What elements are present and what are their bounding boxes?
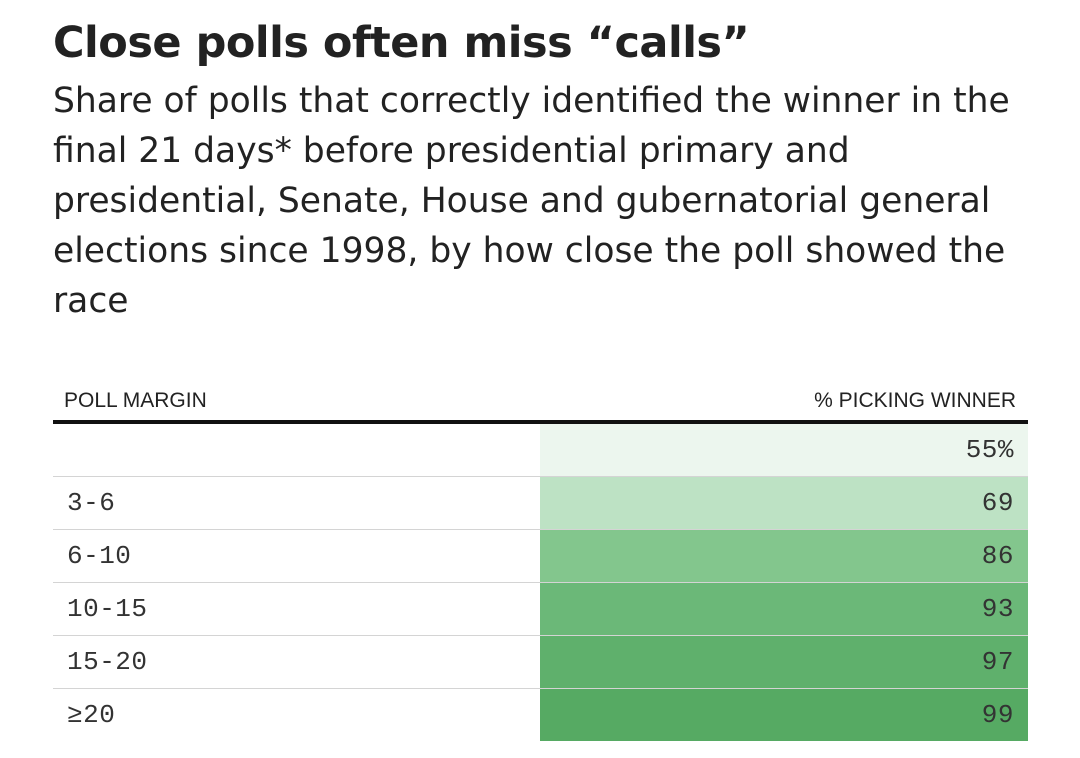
percent-picking-winner-cell: 97 xyxy=(540,636,1028,688)
table-row: 3-6 69 xyxy=(53,477,1028,530)
percent-picking-winner-cell: 69 xyxy=(540,477,1028,529)
poll-margin-cell: 10-15 xyxy=(67,594,148,624)
poll-margin-cell: ≥20 xyxy=(67,700,116,730)
table-row: 55% xyxy=(53,424,1028,477)
poll-margin-cell: 6-10 xyxy=(67,541,132,571)
table-row: 15-20 97 xyxy=(53,636,1028,689)
table-row: ≥20 99 xyxy=(53,689,1028,741)
column-header-percent-picking-winner: % PICKING WINNER xyxy=(814,389,1016,412)
table-body: 55% 3-6 69 6-10 86 10-15 93 15-20 97 ≥20 99 xyxy=(53,424,1028,741)
chart-header: Close polls often miss “calls” Share of … xyxy=(53,0,1028,326)
poll-margin-cell: 3-6 xyxy=(67,488,116,518)
percent-picking-winner-cell: 93 xyxy=(540,583,1028,635)
column-header-poll-margin: POLL MARGIN xyxy=(64,389,207,412)
data-table: POLL MARGIN % PICKING WINNER 55% 3-6 69 6-1… xyxy=(53,383,1028,741)
table-header: POLL MARGIN % PICKING WINNER xyxy=(53,383,1028,424)
percent-picking-winner-cell: 86 xyxy=(540,530,1028,582)
poll-margin-cell: 15-20 xyxy=(67,647,148,677)
percent-picking-winner-cell: 55% xyxy=(540,424,1028,476)
table-row: 10-15 93 xyxy=(53,583,1028,636)
table-row: 6-10 86 xyxy=(53,530,1028,583)
chart-subtitle: Share of polls that correctly identified… xyxy=(53,81,1010,321)
percent-picking-winner-cell: 99 xyxy=(540,689,1028,741)
chart-title: Close polls often miss “calls” xyxy=(53,18,750,68)
